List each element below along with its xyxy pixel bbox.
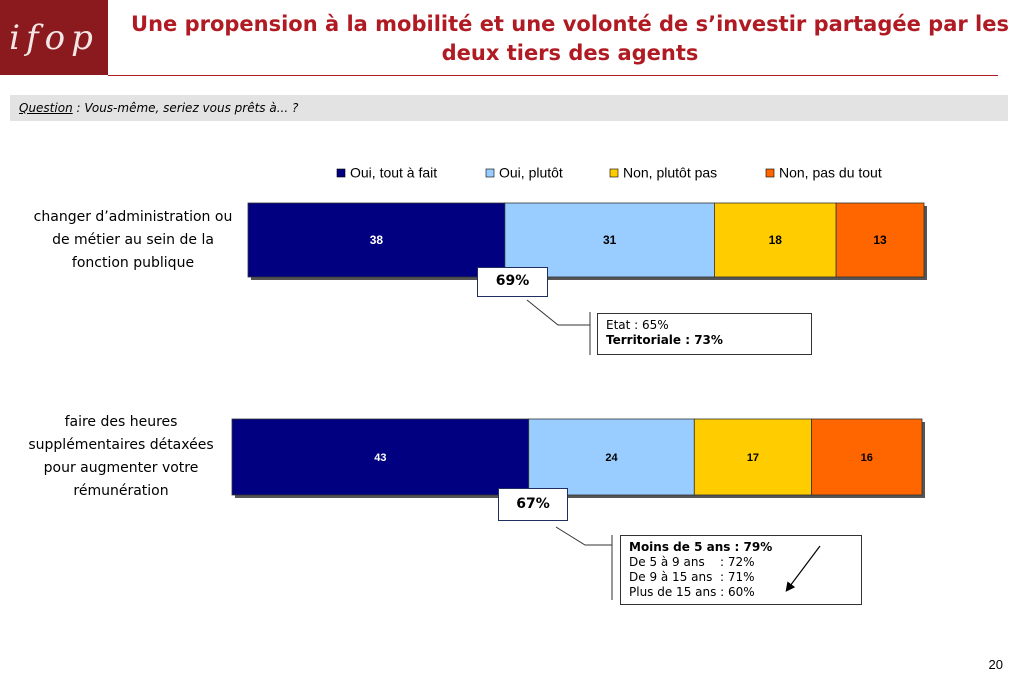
category-label: faire des heures supplémentaires détaxée… [28,414,214,499]
legend-label: Non, plutôt pas [623,165,717,181]
title-rule [108,75,998,76]
total-label: 67% [498,488,568,521]
data-label: 16 [861,452,873,464]
category-label: changer d’administration ou de métier au… [33,209,233,271]
data-label: 43 [374,452,386,464]
detail-line: Moins de 5 ans : 79% [629,540,773,554]
legend-swatch [485,168,495,178]
legend-label: Oui, tout à fait [350,165,437,181]
data-label: 13 [873,233,887,247]
question-text: : Vous-même, seriez vous prêts à... ? [72,101,299,115]
bar-segment [811,418,923,496]
bar-segment [231,418,530,496]
arrow [785,545,821,592]
detail-box: Moins de 5 ans : 79% De 5 à 9 ans : 72% De… [620,535,862,605]
bar-segment [693,418,812,496]
logo: ifop [0,0,108,75]
bar-segment [504,202,715,278]
legend-swatch [609,168,619,178]
question-bar: Question : Vous-même, seriez vous prêts … [10,95,1008,121]
bar-segment [247,202,506,278]
bar-segment [714,202,837,278]
total-label: 69% [477,267,548,297]
bar-segment [528,418,695,496]
detail-line: Etat : 65% [606,318,669,332]
question-label: Question [19,101,73,115]
legend-label: Oui, plutôt [499,165,563,181]
page-number: 20 [988,657,1003,672]
data-label: 31 [603,233,617,247]
legend: Oui, tout à fait Oui, plutôt Non, plutôt p… [336,165,882,181]
slide-title: Une propension à la mobilité et une volo… [131,12,1009,65]
connector [526,299,590,326]
bar-segment [835,202,925,278]
detail-line: Territoriale : 73% [606,333,723,347]
detail-box: Etat : 65% Territoriale : 73% [597,313,812,355]
data-label: 17 [747,452,759,464]
connector [555,526,612,546]
legend-label: Non, pas du tout [779,165,882,181]
data-label: 38 [370,233,384,247]
detail-line: De 9 à 15 ans : 71% [629,570,755,584]
legend-swatch [336,168,346,178]
detail-line: Plus de 15 ans : 60% [629,585,755,599]
detail-line: De 5 à 9 ans : 72% [629,555,755,569]
data-label: 24 [605,452,618,464]
bars: 38 31 18 13 43 24 17 16 [231,202,927,498]
data-label: 18 [769,233,783,247]
legend-swatch [765,168,775,178]
